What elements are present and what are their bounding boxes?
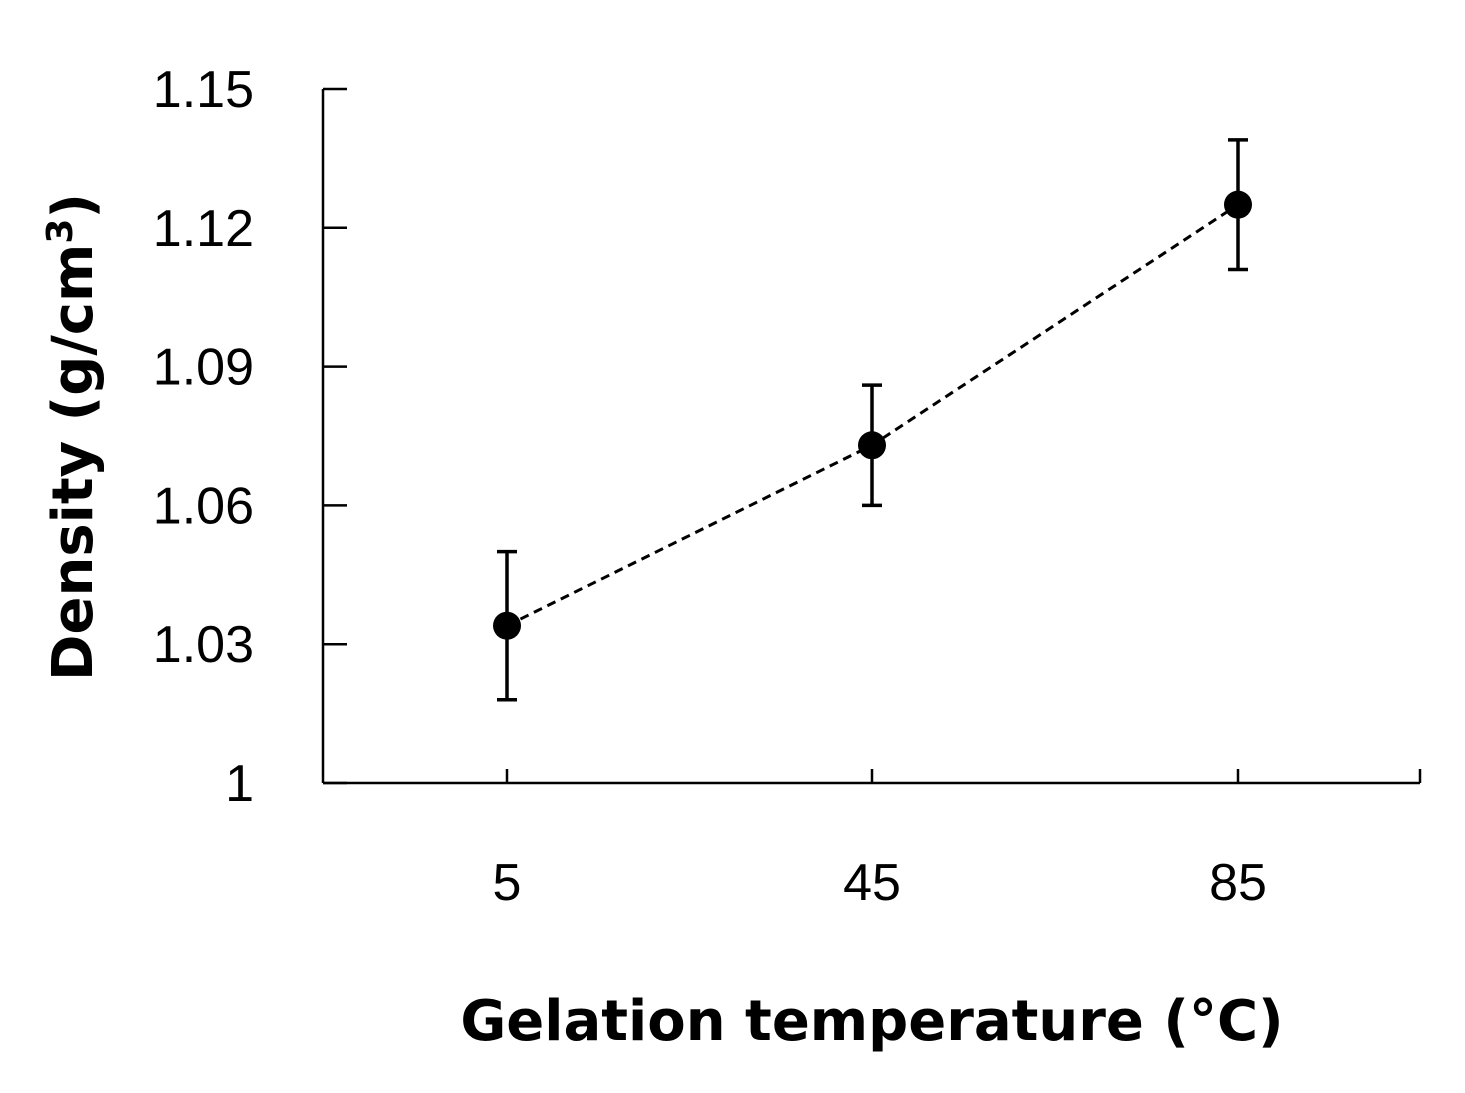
x-axis: 5 45 85	[323, 769, 1422, 912]
x-axis-title: Gelation temperature (°C)	[460, 989, 1283, 1054]
y-axis-title-close: )	[41, 193, 106, 219]
y-axis-title-main: Density (g/cm	[41, 244, 106, 681]
y-axis: 1 1.03 1.06 1.09 1.12 1.15	[153, 61, 347, 813]
data-point	[493, 611, 521, 640]
y-tick-label: 1.15	[153, 61, 254, 119]
y-tick-label: 1	[225, 755, 254, 813]
y-tick-label: 1.12	[153, 200, 254, 258]
y-tick-label: 1.03	[153, 616, 254, 674]
plot-series	[493, 138, 1252, 702]
y-axis-title: Density (g/cm3)	[40, 193, 106, 681]
x-tick-label: 85	[1209, 854, 1267, 912]
x-tick-label: 45	[843, 854, 901, 912]
x-tick-label: 5	[493, 854, 522, 912]
data-point	[858, 431, 886, 460]
data-point	[1224, 190, 1252, 219]
y-tick-label: 1.06	[153, 477, 254, 535]
y-axis-title-superscript: 3	[40, 219, 81, 244]
y-tick-label: 1.09	[153, 339, 254, 397]
